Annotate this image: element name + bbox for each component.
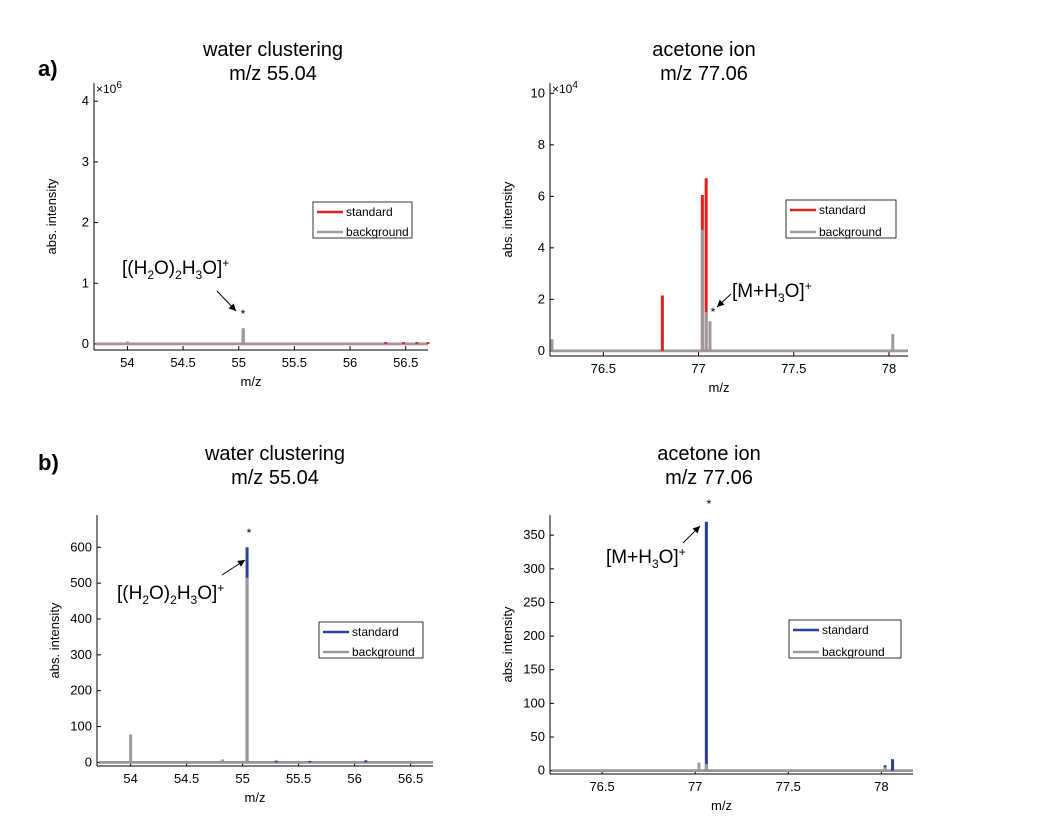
y-tick-label: 400 bbox=[70, 611, 92, 626]
y-tick-label: 6 bbox=[538, 188, 545, 203]
y-tick-label: 4 bbox=[82, 93, 89, 108]
y-tick-label: 100 bbox=[70, 719, 92, 734]
peak-annotation: [M+H3O]+ bbox=[606, 545, 686, 571]
y-tick-label: 350 bbox=[523, 527, 545, 542]
x-tick-label: 77 bbox=[688, 779, 702, 794]
y-tick-label: 0 bbox=[82, 336, 89, 351]
legend-entry-standard: standard bbox=[822, 623, 869, 637]
legend-entry-background: background bbox=[346, 225, 409, 239]
x-tick-label: 55.5 bbox=[282, 355, 307, 370]
chart-title-line: acetone ion bbox=[657, 443, 760, 465]
x-axis-label: m/z bbox=[709, 380, 730, 395]
x-tick-label: 54.5 bbox=[174, 771, 199, 786]
y-tick-label: 8 bbox=[538, 137, 545, 152]
x-axis-label: m/z bbox=[241, 374, 262, 389]
peak-star-marker: * bbox=[711, 305, 716, 319]
x-tick-label: 76.5 bbox=[591, 361, 616, 376]
x-tick-label: 54 bbox=[120, 355, 134, 370]
x-axis-label: m/z bbox=[711, 798, 732, 813]
x-tick-label: 56 bbox=[347, 771, 361, 786]
x-axis-label: m/z bbox=[245, 790, 266, 805]
y-tick-label: 3 bbox=[82, 154, 89, 169]
y-tick-label: 300 bbox=[523, 561, 545, 576]
annotation-arrowhead bbox=[692, 526, 700, 534]
chart-title-line: water clustering bbox=[202, 39, 343, 61]
y-axis-label: abs. intensity bbox=[500, 606, 515, 682]
peak-star-marker: * bbox=[707, 497, 712, 511]
y-tick-label: 500 bbox=[70, 575, 92, 590]
peak-star-marker: * bbox=[247, 526, 252, 540]
x-tick-label: 76.5 bbox=[589, 779, 614, 794]
legend-entry-standard: standard bbox=[819, 203, 866, 217]
y-tick-label: 150 bbox=[523, 662, 545, 677]
peak-annotation: [(H2O)2H3O]+ bbox=[122, 256, 229, 282]
chart-title-line: m/z 77.06 bbox=[665, 467, 753, 489]
y-tick-label: 0 bbox=[538, 763, 545, 778]
y-axis-label: abs. intensity bbox=[44, 178, 59, 254]
y-tick-label: 10 bbox=[531, 85, 545, 100]
y-axis-label: abs. intensity bbox=[500, 181, 515, 257]
x-tick-label: 55.5 bbox=[286, 771, 311, 786]
y-tick-label: 250 bbox=[523, 594, 545, 609]
panel-letter: a) bbox=[38, 56, 58, 81]
x-tick-label: 56 bbox=[343, 355, 357, 370]
panel-letter: b) bbox=[38, 450, 59, 475]
legend-entry-standard: standard bbox=[346, 205, 393, 219]
y-tick-label: 100 bbox=[523, 695, 545, 710]
x-tick-label: 55 bbox=[231, 355, 245, 370]
y-tick-label: 600 bbox=[70, 539, 92, 554]
annotation-arrowhead bbox=[237, 560, 245, 567]
x-tick-label: 54.5 bbox=[170, 355, 195, 370]
y-tick-label: 0 bbox=[85, 754, 92, 769]
chart-title-line: acetone ion bbox=[652, 39, 755, 61]
y-tick-label: 2 bbox=[538, 291, 545, 306]
x-tick-label: 56.5 bbox=[398, 771, 423, 786]
annotation-arrowhead bbox=[717, 299, 725, 307]
y-axis-label: abs. intensity bbox=[47, 602, 62, 678]
annotation-arrowhead bbox=[228, 303, 236, 311]
y-tick-label: 200 bbox=[70, 683, 92, 698]
y-tick-label: 50 bbox=[531, 729, 545, 744]
legend-entry-background: background bbox=[819, 225, 882, 239]
peak-annotation: [M+H3O]+ bbox=[732, 279, 812, 305]
y-tick-label: 1 bbox=[82, 275, 89, 290]
x-tick-label: 77.5 bbox=[781, 361, 806, 376]
peak-star-marker: * bbox=[241, 307, 246, 321]
chart-title-line: m/z 77.06 bbox=[660, 63, 748, 85]
chart-title-line: water clustering bbox=[204, 443, 345, 465]
y-tick-label: 0 bbox=[538, 343, 545, 358]
x-tick-label: 78 bbox=[874, 779, 888, 794]
x-tick-label: 56.5 bbox=[393, 355, 418, 370]
legend-entry-background: background bbox=[352, 645, 415, 659]
x-tick-label: 54 bbox=[123, 771, 137, 786]
peak-annotation: [(H2O)2H3O]+ bbox=[117, 581, 224, 607]
x-tick-label: 77 bbox=[691, 361, 705, 376]
x-tick-label: 55 bbox=[235, 771, 249, 786]
chart-title-line: m/z 55.04 bbox=[231, 467, 319, 489]
x-tick-label: 78 bbox=[882, 361, 896, 376]
chart-title-line: m/z 55.04 bbox=[229, 63, 317, 85]
y-tick-label: 200 bbox=[523, 628, 545, 643]
y-tick-label: 300 bbox=[70, 647, 92, 662]
legend-entry-standard: standard bbox=[352, 625, 399, 639]
y-tick-label: 4 bbox=[538, 240, 545, 255]
x-tick-label: 77.5 bbox=[776, 779, 801, 794]
y-multiplier: ×104 bbox=[552, 80, 578, 96]
legend-entry-background: background bbox=[822, 645, 885, 659]
y-tick-label: 2 bbox=[82, 215, 89, 230]
y-multiplier: ×106 bbox=[96, 80, 122, 96]
